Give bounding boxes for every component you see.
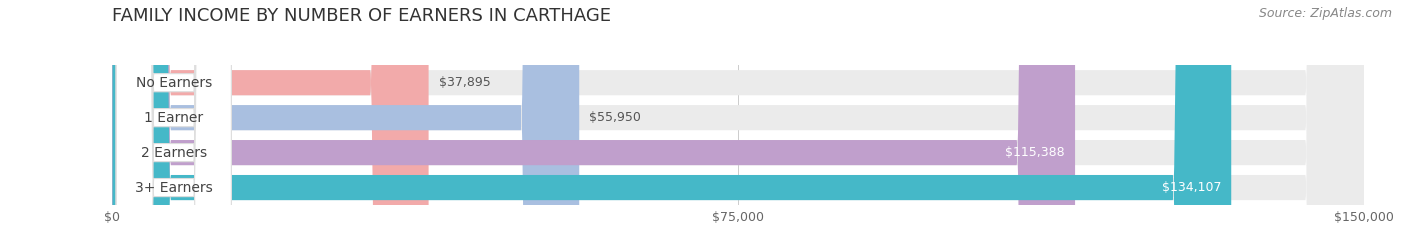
FancyBboxPatch shape: [117, 0, 232, 233]
Text: No Earners: No Earners: [135, 76, 212, 90]
FancyBboxPatch shape: [112, 0, 1364, 233]
Text: $55,950: $55,950: [589, 111, 641, 124]
Text: 1 Earner: 1 Earner: [145, 111, 204, 125]
FancyBboxPatch shape: [112, 0, 1232, 233]
FancyBboxPatch shape: [112, 0, 1364, 233]
FancyBboxPatch shape: [112, 0, 429, 233]
Text: $37,895: $37,895: [439, 76, 491, 89]
FancyBboxPatch shape: [117, 0, 232, 233]
FancyBboxPatch shape: [112, 0, 1364, 233]
FancyBboxPatch shape: [112, 0, 579, 233]
Text: $134,107: $134,107: [1161, 181, 1222, 194]
FancyBboxPatch shape: [112, 0, 1076, 233]
FancyBboxPatch shape: [117, 0, 232, 233]
FancyBboxPatch shape: [112, 0, 1364, 233]
Text: 3+ Earners: 3+ Earners: [135, 181, 212, 195]
Text: Source: ZipAtlas.com: Source: ZipAtlas.com: [1258, 7, 1392, 20]
Text: 2 Earners: 2 Earners: [141, 146, 207, 160]
FancyBboxPatch shape: [117, 0, 232, 233]
Text: FAMILY INCOME BY NUMBER OF EARNERS IN CARTHAGE: FAMILY INCOME BY NUMBER OF EARNERS IN CA…: [112, 7, 612, 25]
Text: $115,388: $115,388: [1005, 146, 1066, 159]
